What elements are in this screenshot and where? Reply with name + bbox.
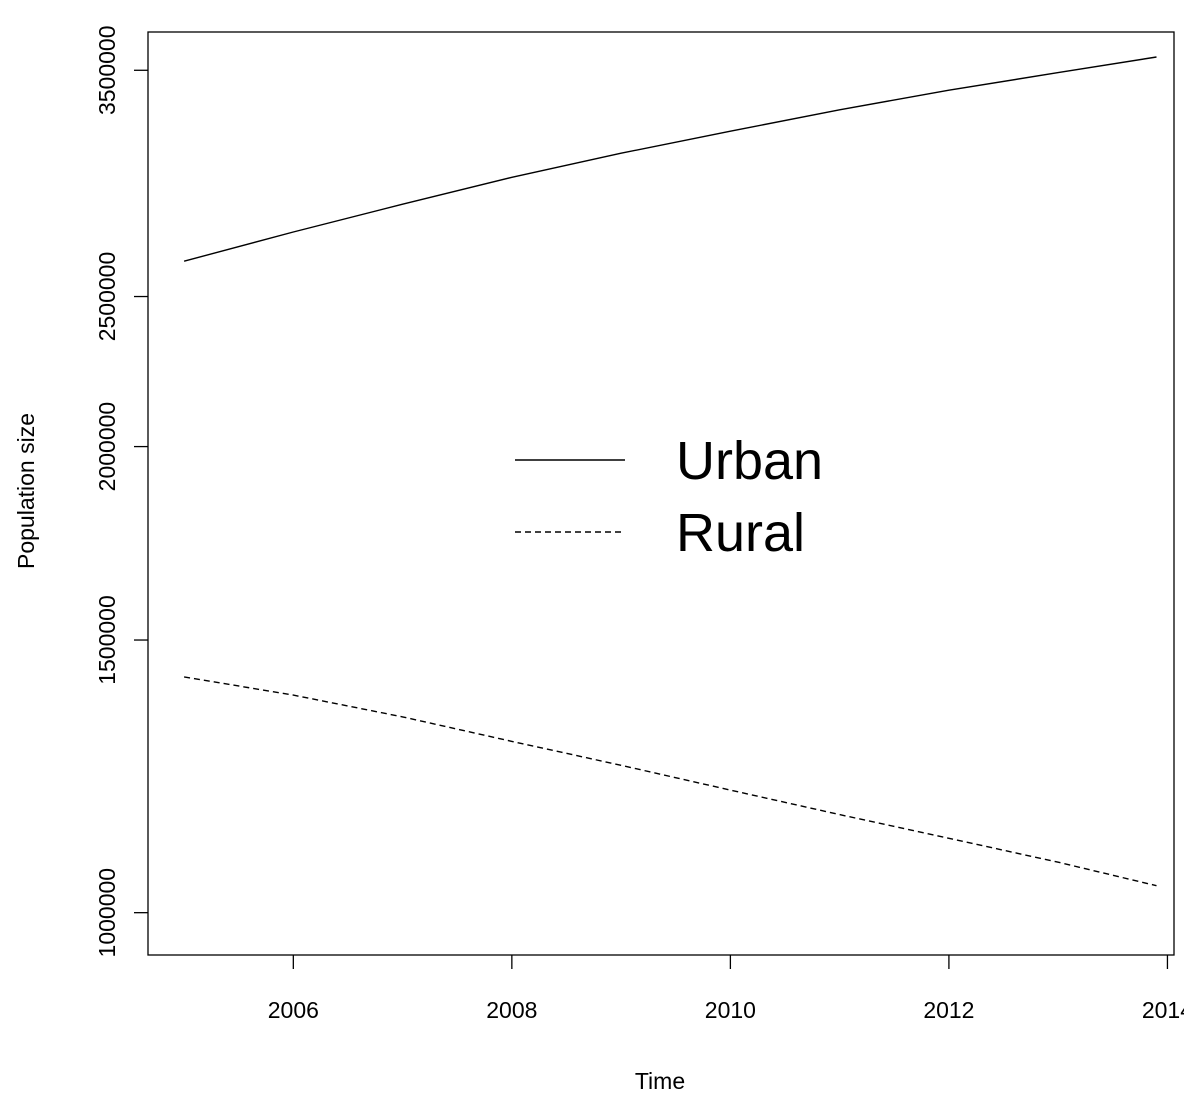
y-tick-label: 3500000 xyxy=(94,26,120,116)
x-axis: 2006 2008 2010 2012 2014 xyxy=(268,955,1184,1023)
x-axis-title: Time xyxy=(635,1068,685,1094)
x-tick-label: 2008 xyxy=(486,997,537,1023)
plot-frame xyxy=(147,31,1175,956)
plot-area xyxy=(147,31,1175,956)
y-axis: 1000000 1500000 2000000 2500000 3500000 xyxy=(94,26,148,958)
series-line-rural xyxy=(183,676,1157,887)
legend-label-urban: Urban xyxy=(676,431,823,491)
y-tick-label: 2000000 xyxy=(94,402,120,492)
x-tick-label: 2010 xyxy=(705,997,756,1023)
series-line-urban xyxy=(183,56,1157,262)
x-tick-label: 2006 xyxy=(268,997,319,1023)
y-axis-title: Population size xyxy=(13,413,39,569)
legend: Urban Rural xyxy=(515,431,823,563)
y-tick-label: 2500000 xyxy=(94,252,120,342)
x-tick-label: 2014 xyxy=(1142,997,1184,1023)
legend-label-rural: Rural xyxy=(676,503,805,563)
x-tick-label: 2012 xyxy=(923,997,974,1023)
y-tick-label: 1000000 xyxy=(94,868,120,958)
series-lines xyxy=(183,56,1157,887)
y-tick-label: 1500000 xyxy=(94,595,120,685)
